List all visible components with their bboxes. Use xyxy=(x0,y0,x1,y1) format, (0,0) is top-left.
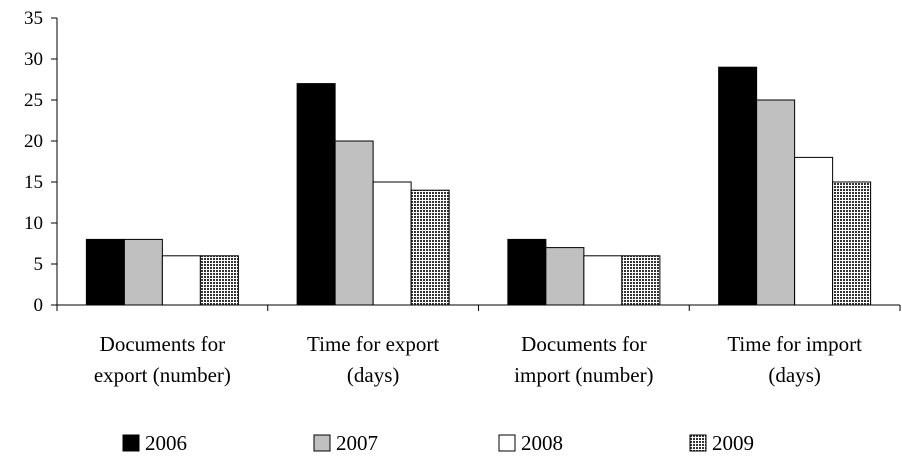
legend-swatch-2006 xyxy=(122,434,140,452)
category-label: (days) xyxy=(768,363,820,387)
y-tick-label: 0 xyxy=(34,295,44,316)
bar-2007-3 xyxy=(545,247,585,306)
bar-2008-3 xyxy=(583,255,623,306)
legend-label-2008: 2008 xyxy=(521,431,563,455)
bar-2006-4 xyxy=(718,66,758,306)
legend-swatch-2007 xyxy=(313,434,331,452)
bar-2008-2 xyxy=(372,181,412,306)
bar-2006-2 xyxy=(296,83,336,306)
bar-2008-1 xyxy=(161,255,201,306)
bar-2007-2 xyxy=(334,140,374,306)
bar-2007-4 xyxy=(756,99,796,306)
legend-swatch-2008 xyxy=(498,434,516,452)
legend-label-2009: 2009 xyxy=(712,431,754,455)
y-tick-label: 35 xyxy=(24,8,43,29)
category-label: Documents for xyxy=(521,332,646,356)
category-label: Time for export xyxy=(307,332,439,356)
category-label: import (number) xyxy=(514,363,653,387)
y-tick-label: 15 xyxy=(24,172,43,193)
category-label: Documents for xyxy=(100,332,225,356)
y-tick-label: 25 xyxy=(24,90,43,111)
bar-2007-1 xyxy=(123,238,163,306)
bar-2009-1 xyxy=(199,255,239,306)
y-tick-label: 5 xyxy=(34,254,44,275)
labels: 0 5 10 15 20 25 30 35 Documents for export (numbe… xyxy=(24,8,862,387)
legend-label-2007: 2007 xyxy=(336,431,378,455)
bar-2006-3 xyxy=(507,238,547,306)
y-tick-label: 30 xyxy=(24,49,43,70)
y-tick-label: 20 xyxy=(24,131,43,152)
legend-label-2006: 2006 xyxy=(145,431,187,455)
legend-swatch-2009 xyxy=(689,434,707,452)
bars xyxy=(85,66,872,306)
category-label: export (number) xyxy=(94,363,231,387)
bar-2009-4 xyxy=(832,181,872,306)
bar-2009-2 xyxy=(410,189,450,306)
bar-2008-4 xyxy=(794,156,834,306)
legend: 2006 2007 2008 2009 xyxy=(122,431,754,455)
y-tick-label: 10 xyxy=(24,213,43,234)
category-label: Time for import xyxy=(727,332,862,356)
bar-2006-1 xyxy=(85,238,125,306)
bar-2009-3 xyxy=(621,255,661,306)
category-label: (days) xyxy=(347,363,399,387)
